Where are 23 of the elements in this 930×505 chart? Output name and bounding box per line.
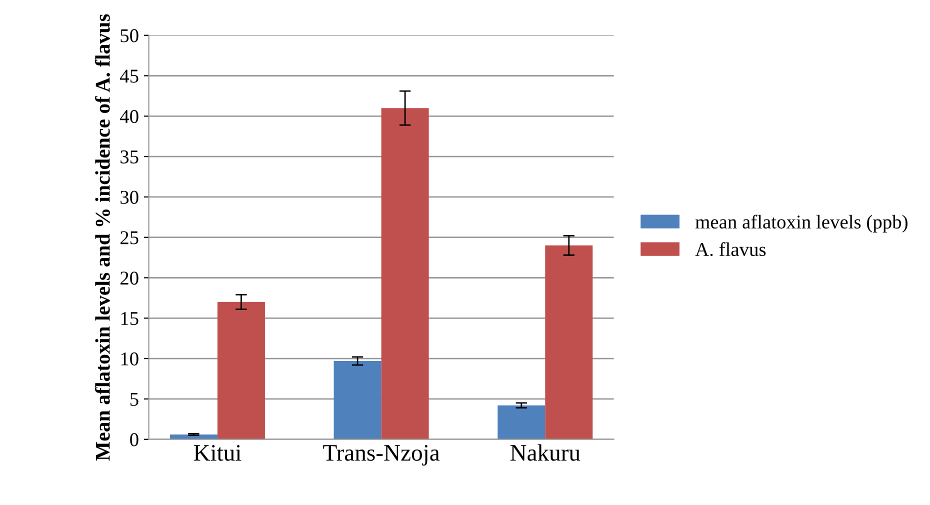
y-tick-label: 10 (121, 352, 138, 366)
y-tick-label: 0 (130, 433, 138, 446)
y-tick-label: 5 (130, 392, 138, 406)
bar (170, 434, 218, 440)
bar (545, 245, 593, 440)
bar (498, 405, 546, 440)
bar (217, 302, 265, 440)
x-tick-label: Kitui (194, 444, 242, 461)
y-tick-label: 25 (120, 231, 138, 244)
y-tick-label: 30 (120, 190, 138, 204)
y-tick-label: 35 (120, 150, 138, 164)
legend-label: A. flavus (695, 242, 766, 256)
y-tick-label: 40 (120, 110, 138, 124)
y-tick-label: 15 (121, 312, 138, 326)
y-tick-label: 50 (120, 29, 138, 42)
y-tick-label: 20 (120, 272, 138, 285)
x-tick-label: Trans-Nzoja (323, 444, 440, 466)
legend-label: mean aflatoxin levels (ppb) (695, 214, 908, 233)
y-axis-title: Mean aflatoxin levels and % incidence of A. flavus (94, 14, 110, 461)
x-tick-label: Nakuru (510, 444, 580, 461)
bar (334, 360, 382, 440)
bar (381, 108, 429, 440)
y-tick-label: 45 (120, 70, 138, 83)
